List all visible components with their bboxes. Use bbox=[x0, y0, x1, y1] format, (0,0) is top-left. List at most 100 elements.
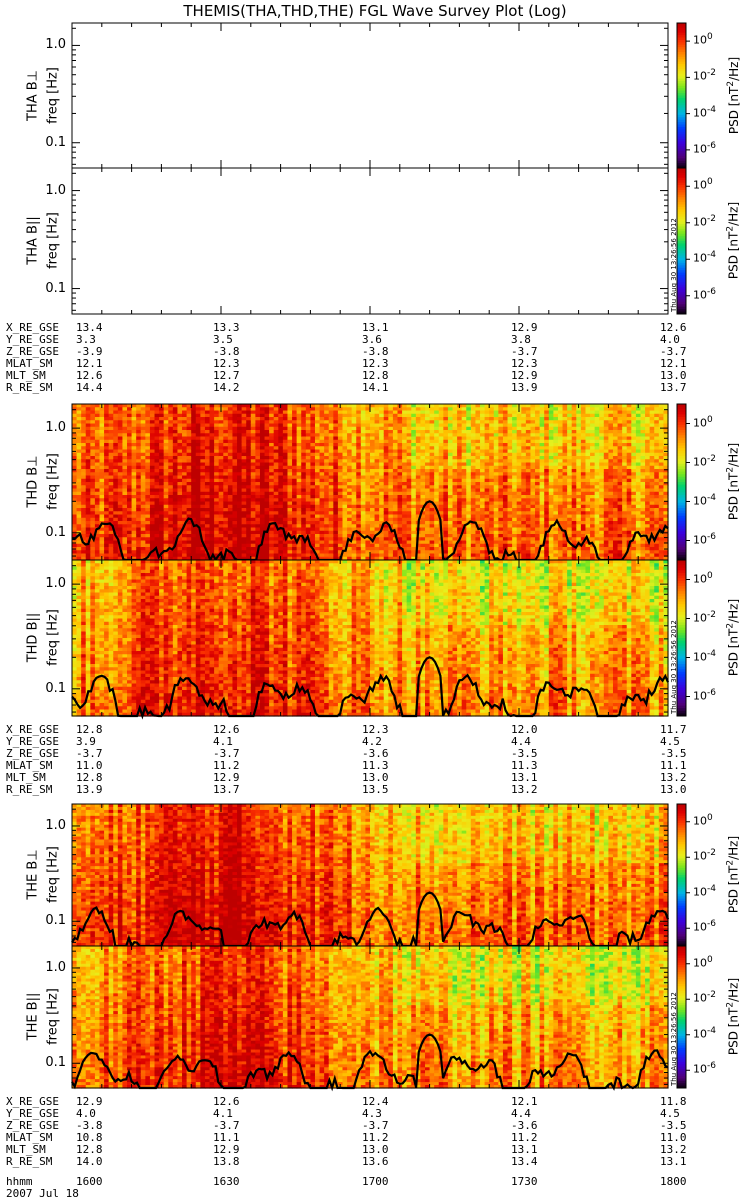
spectrogram-cell bbox=[186, 482, 192, 486]
spectrogram-cell bbox=[104, 491, 110, 496]
spectrogram-cell bbox=[200, 436, 206, 441]
spectrogram-cell bbox=[209, 413, 215, 418]
spectrogram-cell bbox=[172, 469, 179, 473]
spectrogram-cell bbox=[149, 452, 156, 457]
spectrogram-cell bbox=[85, 527, 91, 532]
spectrogram-cell bbox=[76, 413, 82, 418]
colorbar-segment bbox=[677, 272, 686, 276]
spectrogram-cell bbox=[186, 404, 192, 408]
spectrogram-cell bbox=[104, 449, 110, 454]
colorbar-segment bbox=[677, 170, 686, 174]
spectrogram-cell bbox=[168, 550, 174, 555]
spectrogram-cell bbox=[204, 459, 211, 464]
spectrogram-cell bbox=[191, 537, 197, 542]
spectrogram-cell bbox=[186, 524, 192, 529]
spectrogram-cell bbox=[94, 413, 101, 418]
spectrogram-cell bbox=[108, 404, 114, 408]
spectrogram-cell bbox=[127, 478, 133, 483]
spectrogram-cell bbox=[99, 514, 105, 519]
spectrogram-cell bbox=[117, 410, 124, 415]
spectrogram-cell bbox=[117, 417, 124, 421]
spectrogram-cell bbox=[186, 537, 192, 542]
spectrogram-cell bbox=[204, 439, 211, 444]
spectrogram-cell bbox=[113, 491, 119, 496]
spectrogram-cell bbox=[200, 517, 206, 522]
spectrogram-cell bbox=[204, 426, 211, 431]
spectrogram-cell bbox=[168, 527, 174, 532]
spectrogram-cell bbox=[204, 524, 211, 529]
spectrogram-cell bbox=[94, 417, 101, 421]
spectrogram-cell bbox=[85, 443, 91, 447]
spectrogram-cell bbox=[191, 495, 197, 499]
spectrogram-cell bbox=[214, 469, 220, 473]
spectrogram-cell bbox=[108, 417, 114, 421]
spectrogram-cell bbox=[204, 491, 211, 496]
spectrogram-cell bbox=[117, 524, 124, 529]
spectrogram-cell bbox=[145, 465, 151, 470]
colorbar-segment bbox=[677, 146, 686, 150]
spectrogram-cell bbox=[186, 456, 192, 460]
spectrogram-cell bbox=[159, 436, 165, 441]
colorbar-segment bbox=[677, 97, 686, 101]
spectrogram-cell bbox=[177, 462, 183, 467]
spectrogram-cell bbox=[72, 472, 78, 477]
spectrogram-cell bbox=[81, 433, 87, 438]
spectrogram-cell bbox=[200, 452, 206, 457]
spectrogram-cell bbox=[200, 508, 206, 512]
spectrogram-cell bbox=[113, 436, 119, 441]
spectrogram-cell bbox=[186, 498, 192, 503]
spectrogram-cell bbox=[90, 439, 96, 444]
spectrogram-cell bbox=[113, 508, 119, 512]
spectrogram-cell bbox=[168, 534, 174, 538]
spectrogram-cell bbox=[149, 524, 156, 529]
spectrogram-cell bbox=[159, 488, 165, 493]
spectrogram-cell bbox=[72, 465, 78, 470]
spectrogram-cell bbox=[94, 556, 101, 561]
spectrogram-cell bbox=[177, 501, 183, 506]
spectrogram-cell bbox=[90, 433, 96, 438]
spectrogram-cell bbox=[104, 446, 110, 451]
spectrogram-cell bbox=[191, 449, 197, 454]
spectrogram-cell bbox=[104, 504, 110, 509]
spectrogram-cell bbox=[195, 413, 201, 418]
spectrogram-cell bbox=[168, 407, 174, 412]
spectrogram-cell bbox=[113, 521, 119, 525]
spectrogram-cell bbox=[99, 543, 105, 548]
spectrogram-cell bbox=[200, 462, 206, 467]
spectrogram-cell bbox=[72, 527, 78, 532]
spectrogram-cell bbox=[113, 553, 119, 558]
colorbar-segment bbox=[677, 223, 686, 227]
spectrogram-cell bbox=[168, 521, 174, 525]
spectrogram-cell bbox=[136, 426, 142, 431]
spectrogram-cell bbox=[99, 495, 105, 499]
spectrogram-cell bbox=[195, 488, 201, 493]
spectrogram-cell bbox=[81, 426, 87, 431]
spectrogram-cell bbox=[204, 446, 211, 451]
spectrogram-cell bbox=[76, 504, 82, 509]
spectrogram-cell bbox=[94, 420, 101, 425]
spectrogram-cell bbox=[113, 517, 119, 522]
spectrogram-cell bbox=[177, 472, 183, 477]
spectrogram-cell bbox=[127, 540, 133, 545]
spectrogram-cell bbox=[99, 433, 105, 438]
spectrogram-cell bbox=[145, 420, 151, 425]
colorbar-segment bbox=[677, 270, 686, 274]
spectrogram-cell bbox=[81, 485, 87, 490]
colorbar-segment bbox=[677, 233, 686, 237]
spectrogram-cell bbox=[122, 413, 128, 418]
spectrogram-cell bbox=[209, 439, 215, 444]
spectrogram-cell bbox=[200, 423, 206, 428]
spectrogram-cell bbox=[149, 462, 156, 467]
spectrogram-cell bbox=[136, 550, 142, 555]
spectrogram-cell bbox=[163, 485, 169, 490]
spectrogram-cell bbox=[104, 508, 110, 512]
spectrogram-cell bbox=[195, 465, 201, 470]
spectrogram-cell bbox=[140, 517, 146, 522]
spectrogram-cell bbox=[182, 446, 188, 451]
spectrogram-cell bbox=[159, 420, 165, 425]
spectrogram-cell bbox=[127, 465, 133, 470]
spectrogram-cell bbox=[117, 456, 124, 460]
spectrogram-cell bbox=[209, 446, 215, 451]
spectrogram-cell bbox=[72, 504, 78, 509]
spectrogram-cell bbox=[177, 456, 183, 460]
